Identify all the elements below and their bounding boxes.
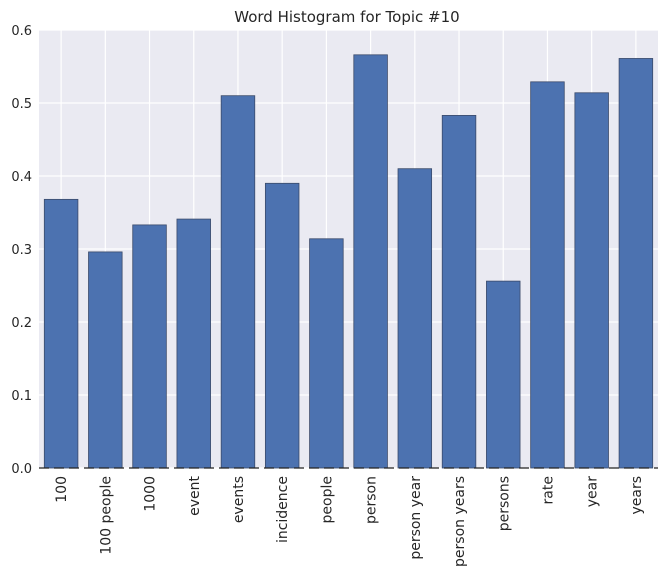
x-tick-label: event — [187, 475, 203, 515]
y-tick-label: 0.0 — [11, 462, 32, 477]
bar — [574, 92, 609, 469]
x-tick-label: 1000 — [143, 476, 159, 512]
x-tick-label: person years — [452, 476, 468, 567]
x-tick-label: 100 people — [98, 476, 114, 555]
bar — [220, 95, 256, 469]
bar — [176, 218, 211, 469]
bar — [132, 224, 167, 469]
bar — [618, 58, 654, 469]
x-tick-label: persons — [496, 476, 512, 531]
x-tick-label: people — [319, 476, 335, 523]
y-tick-label: 0.6 — [11, 24, 32, 39]
bar — [530, 81, 565, 469]
x-tick-label: years — [629, 476, 645, 515]
plot-area: 0.0 0.1 0.2 0.3 0.4 0.5 0.6 100 100 people 1000 ev… — [11, 24, 658, 567]
bar — [88, 251, 123, 469]
x-tick-label: incidence — [275, 476, 291, 543]
bar — [397, 168, 433, 469]
chart-title: Word Histogram for Topic #10 — [234, 8, 459, 26]
y-tick-label: 0.4 — [11, 170, 32, 185]
x-tick-label: rate — [540, 476, 556, 504]
bar — [309, 238, 344, 469]
y-tick-label: 0.5 — [11, 97, 32, 112]
y-tick-label: 0.1 — [11, 389, 32, 404]
bar — [264, 182, 300, 469]
y-tick-label: 0.3 — [11, 243, 32, 258]
y-tick-label: 0.2 — [11, 316, 32, 331]
x-tick-label: events — [231, 476, 247, 523]
bar — [486, 280, 521, 469]
bar — [353, 54, 388, 469]
bar — [441, 115, 477, 469]
bar — [43, 198, 79, 469]
x-tick-label: year — [585, 476, 601, 507]
x-tick-label: 100 — [54, 476, 70, 503]
x-tick-label: person — [364, 476, 380, 524]
x-tick-label: person year — [408, 476, 424, 560]
